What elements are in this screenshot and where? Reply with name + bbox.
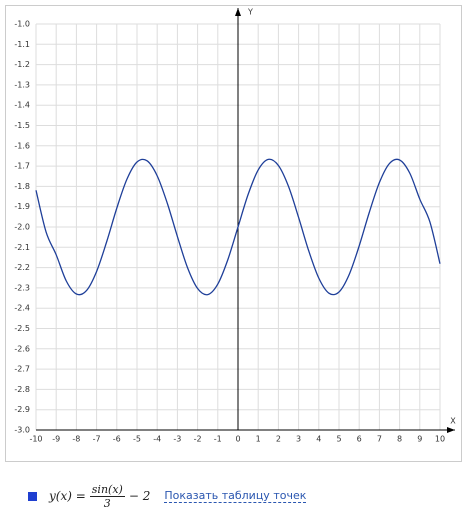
x-tick-label: -7 (93, 435, 101, 444)
x-tick-label: -3 (173, 435, 181, 444)
x-tick-label: -1 (214, 435, 222, 444)
y-tick-label: -2.9 (14, 405, 30, 414)
points-table-link[interactable]: Показать таблицу точек (164, 489, 307, 503)
legend: y(x) = sin(x) 3 − 2 Показать таблицу точ… (28, 482, 307, 510)
y-tick-label: -2.5 (14, 324, 30, 333)
y-tick-label: -2.7 (14, 365, 30, 374)
formula-lhs: y(x) = (49, 489, 86, 503)
y-tick-label: -1.3 (14, 80, 30, 89)
x-axis-title: X (450, 417, 456, 426)
y-tick-label: -1.1 (14, 40, 30, 49)
fraction: sin(x) 3 (89, 482, 125, 510)
y-tick-label: -2.3 (14, 283, 30, 292)
x-tick-label: 2 (276, 435, 281, 444)
y-tick-label: -1.7 (14, 162, 30, 171)
numerator: sin(x) (89, 482, 125, 497)
y-tick-label: -2.6 (14, 344, 30, 353)
y-tick-label: -3.0 (14, 426, 30, 435)
y-tick-label: -1.9 (14, 202, 30, 211)
y-tick-label: -1.4 (14, 101, 30, 110)
x-tick-label: 8 (397, 435, 402, 444)
y-axis-title: Y (247, 8, 253, 17)
y-tick-label: -1.8 (14, 182, 30, 191)
x-tick-label: -8 (72, 435, 80, 444)
y-tick-label: -1.6 (14, 141, 30, 150)
x-tick-label: 4 (316, 435, 321, 444)
x-tick-label: 9 (417, 435, 422, 444)
y-tick-label: -2.2 (14, 263, 30, 272)
formula-rhs: − 2 (128, 489, 151, 503)
x-tick-label: -10 (29, 435, 42, 444)
x-tick-label: -5 (133, 435, 141, 444)
x-tick-label: 3 (296, 435, 301, 444)
chart-frame (5, 5, 462, 462)
chart: Y X -3.0 -2.9 -2.8 -2.7 -2.6 -2.5 -2.4 -2.3 -2.2… (5, 5, 462, 462)
y-tick-label: -1.0 (14, 20, 30, 29)
curve (35, 158, 441, 296)
x-axis-arrow (447, 427, 455, 433)
y-axis-arrow (235, 8, 241, 16)
y-tick-label: -1.2 (14, 60, 30, 69)
x-tick-label: 7 (377, 435, 382, 444)
x-tick-label: 1 (256, 435, 261, 444)
x-tick-label: -2 (194, 435, 202, 444)
legend-swatch (28, 491, 37, 501)
x-tick-label: 5 (336, 435, 341, 444)
y-tick-label: -2.0 (14, 223, 30, 232)
x-tick-label: 0 (235, 435, 240, 444)
y-tick-label: -1.5 (14, 121, 30, 130)
x-tick-label: 10 (435, 435, 445, 444)
y-tick-label: -2.1 (14, 243, 30, 252)
x-tick-label: -9 (52, 435, 60, 444)
y-tick-label: -2.4 (14, 304, 30, 313)
y-tick-label: -2.8 (14, 385, 30, 394)
x-tick-label: -4 (153, 435, 161, 444)
x-tick-label: -6 (113, 435, 121, 444)
x-tick-label: 6 (357, 435, 362, 444)
formula: y(x) = sin(x) 3 − 2 (49, 483, 150, 510)
denominator: 3 (103, 496, 111, 510)
